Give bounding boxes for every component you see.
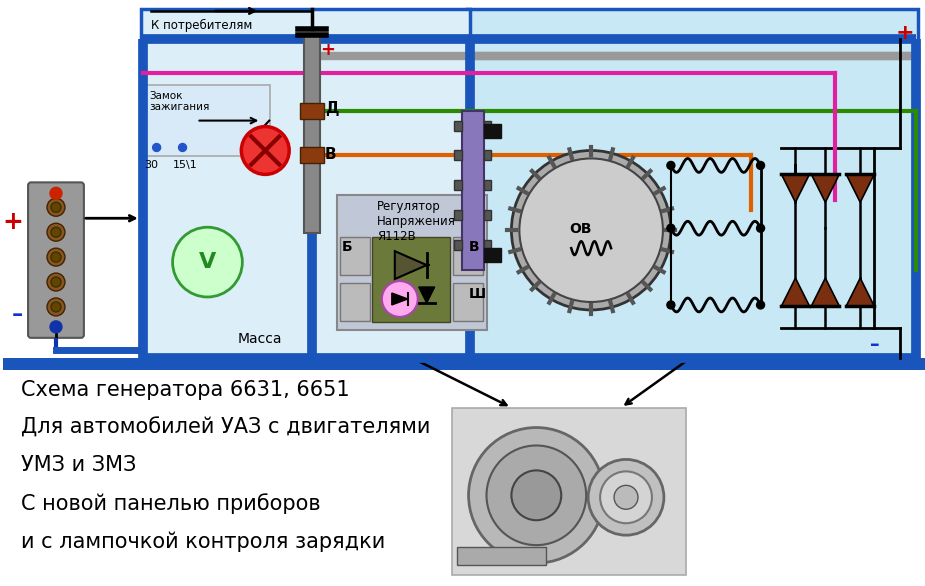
- Bar: [453, 240, 462, 250]
- Bar: [462, 111, 484, 270]
- Bar: [484, 180, 491, 190]
- Circle shape: [614, 485, 638, 509]
- Text: +: +: [2, 210, 23, 234]
- Circle shape: [47, 298, 65, 316]
- Circle shape: [487, 445, 586, 545]
- Bar: [484, 121, 491, 131]
- Circle shape: [382, 281, 418, 317]
- Text: –: –: [12, 305, 23, 325]
- Text: и с лампочкой контроля зарядки: и с лампочкой контроля зарядки: [21, 531, 386, 551]
- Circle shape: [50, 188, 62, 199]
- Circle shape: [757, 162, 765, 169]
- Circle shape: [47, 248, 65, 266]
- Text: 30: 30: [144, 161, 159, 171]
- FancyBboxPatch shape: [143, 85, 270, 156]
- Circle shape: [153, 144, 161, 152]
- Circle shape: [241, 127, 290, 175]
- Circle shape: [50, 321, 62, 333]
- Text: В: В: [325, 148, 337, 162]
- Bar: [300, 148, 324, 163]
- Bar: [453, 180, 462, 190]
- Text: Замок
зажигания: Замок зажигания: [150, 91, 210, 113]
- Polygon shape: [395, 251, 426, 279]
- Circle shape: [51, 202, 61, 212]
- Circle shape: [757, 301, 765, 309]
- Circle shape: [512, 471, 561, 520]
- Circle shape: [51, 227, 61, 237]
- Text: В: В: [469, 240, 479, 254]
- Circle shape: [667, 162, 675, 169]
- Bar: [484, 124, 501, 138]
- Bar: [484, 151, 491, 161]
- Circle shape: [47, 198, 65, 216]
- Bar: [484, 248, 501, 262]
- Polygon shape: [846, 278, 874, 306]
- Text: Д: Д: [325, 101, 339, 115]
- Circle shape: [51, 277, 61, 287]
- Bar: [452, 237, 483, 275]
- Circle shape: [51, 252, 61, 262]
- Circle shape: [600, 471, 652, 523]
- FancyBboxPatch shape: [372, 237, 450, 322]
- Polygon shape: [782, 175, 809, 202]
- Bar: [304, 34, 320, 233]
- Text: –: –: [870, 335, 880, 354]
- Text: ОВ: ОВ: [569, 222, 592, 236]
- Circle shape: [667, 301, 675, 309]
- Circle shape: [588, 459, 664, 535]
- Bar: [484, 210, 491, 220]
- Circle shape: [520, 158, 663, 302]
- Text: С новой панелью приборов: С новой панелью приборов: [21, 493, 321, 514]
- Bar: [453, 151, 462, 161]
- Circle shape: [47, 273, 65, 291]
- Bar: [457, 547, 547, 565]
- Bar: [3, 358, 925, 370]
- Text: Масса: Масса: [238, 332, 282, 346]
- Polygon shape: [782, 278, 809, 306]
- Polygon shape: [811, 278, 839, 306]
- Bar: [300, 103, 324, 118]
- Text: УМЗ и ЗМЗ: УМЗ и ЗМЗ: [21, 455, 137, 475]
- Bar: [452, 283, 483, 321]
- Polygon shape: [846, 175, 874, 202]
- Polygon shape: [392, 293, 408, 305]
- Text: Ш: Ш: [469, 287, 486, 301]
- Text: Схема генератора 6631, 6651: Схема генератора 6631, 6651: [21, 380, 350, 400]
- FancyBboxPatch shape: [141, 9, 470, 363]
- Circle shape: [51, 302, 61, 312]
- Text: 15\1: 15\1: [173, 161, 197, 171]
- Text: +: +: [895, 23, 915, 43]
- Bar: [340, 283, 370, 321]
- Circle shape: [512, 151, 671, 310]
- Bar: [340, 237, 370, 275]
- FancyBboxPatch shape: [28, 182, 84, 338]
- Text: Регулятор
Напряжения
Я112В: Регулятор Напряжения Я112В: [376, 200, 456, 243]
- FancyBboxPatch shape: [466, 9, 918, 363]
- Text: V: V: [199, 252, 216, 272]
- Text: Б: Б: [342, 240, 352, 254]
- Circle shape: [173, 227, 242, 297]
- Circle shape: [667, 224, 675, 232]
- Circle shape: [469, 428, 604, 563]
- FancyBboxPatch shape: [451, 408, 685, 575]
- Polygon shape: [811, 175, 839, 202]
- Bar: [453, 121, 462, 131]
- Bar: [484, 240, 491, 250]
- Bar: [453, 210, 462, 220]
- Text: Для автомобилей УАЗ с двигателями: Для автомобилей УАЗ с двигателями: [21, 418, 430, 438]
- Circle shape: [757, 224, 765, 232]
- Circle shape: [47, 223, 65, 241]
- Text: +: +: [320, 41, 335, 59]
- Polygon shape: [419, 287, 435, 303]
- FancyBboxPatch shape: [337, 195, 487, 330]
- Text: К потребителям: К потребителям: [151, 19, 252, 32]
- Circle shape: [179, 144, 187, 152]
